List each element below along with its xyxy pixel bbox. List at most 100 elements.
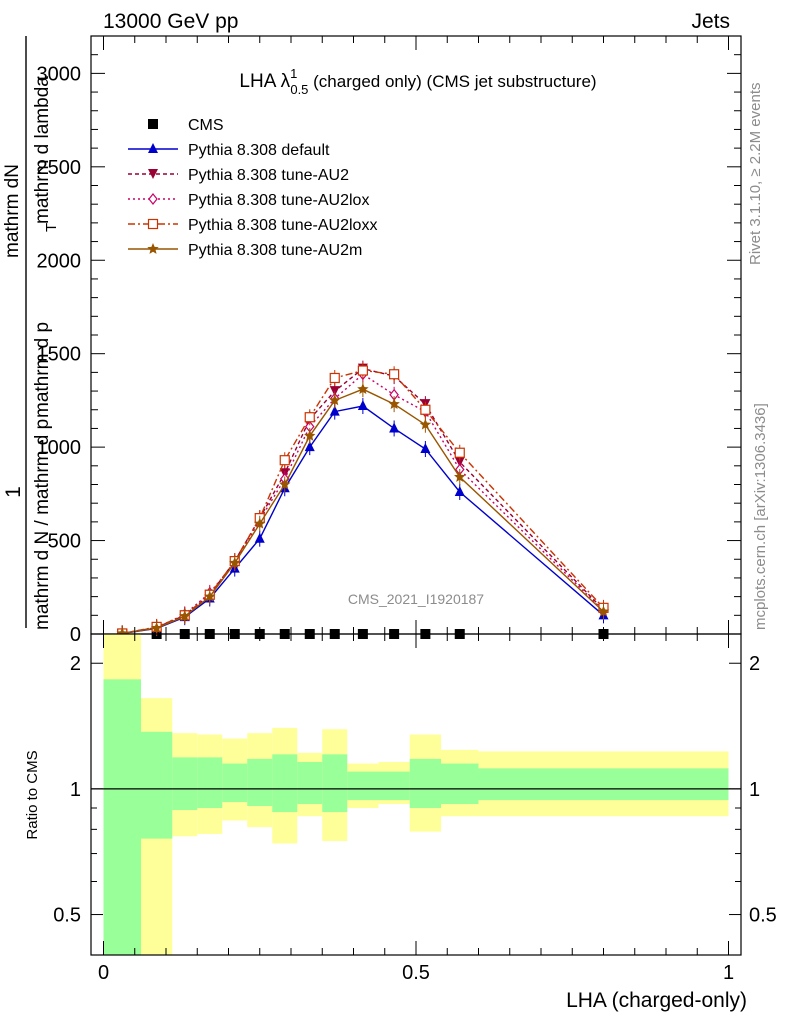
header-right: Jets [691, 10, 730, 33]
legend-label: Pythia 8.308 default [188, 142, 330, 159]
ratio-y-tick-label-right: 1 [749, 779, 760, 801]
main-y-tick-label: 0 [70, 624, 81, 646]
y-label-lambda: mathrm d lambda [32, 76, 53, 224]
legend-marker [148, 193, 158, 205]
watermark: CMS_2021_I1920187 [348, 591, 484, 607]
ratio-band-stat [197, 757, 223, 808]
legend-entry: Pythia 8.308 tune-AU2 [128, 167, 349, 184]
legend-marker [148, 143, 158, 153]
data-point [304, 441, 315, 452]
svg-text:LHA λ10.5 (charged only) (CMS: LHA λ1 0.5 (charged only) (CMS jet substr… [239, 66, 596, 97]
mcplots-note: mcplots.cern.ch [arXiv:1306.3436] [752, 403, 769, 630]
header-left: 13000 GeV pp [103, 10, 238, 33]
data-point [420, 442, 431, 453]
ratio-y-tick-label: 0.5 [53, 905, 81, 927]
legend-label: Pythia 8.308 tune-AU2 [188, 167, 349, 184]
data-point [279, 478, 291, 490]
data-point [420, 404, 431, 415]
ratio-plot-panel: 0.5 0.51 12 20 0.5 1 [53, 36, 777, 984]
title-main: LHA λ [239, 71, 290, 92]
data-point [254, 532, 265, 543]
legend-label: CMS [188, 117, 224, 134]
data-point [304, 429, 316, 441]
legend-marker [148, 119, 158, 129]
data-point [204, 590, 216, 602]
data-point [229, 556, 241, 568]
legend-label: Pythia 8.308 tune-AU2loxx [188, 217, 377, 234]
ratio-band-stat [172, 757, 198, 811]
data-point [150, 622, 163, 633]
legend-marker [148, 169, 158, 179]
y-label-one: 1 [2, 486, 25, 498]
data-point [388, 398, 400, 409]
ratio-band-stat [409, 758, 441, 808]
data-point [179, 610, 191, 622]
data-point [597, 605, 610, 617]
ratio-band-stat [378, 771, 410, 801]
main-y-tick-label: 2000 [37, 250, 82, 272]
data-point [389, 369, 400, 380]
ratio-y-tick-label-right: 2 [749, 653, 760, 675]
main-y-tick-label: 1500 [37, 344, 82, 366]
data-point [419, 418, 432, 430]
x-tick-label: 0.5 [402, 962, 430, 984]
ratio-y-label: Ratio to CMS [24, 750, 41, 839]
ratio-band-stat [441, 763, 479, 805]
ratio-y-tick-label-right: 0.5 [749, 905, 777, 927]
data-point [329, 372, 340, 384]
legend-entry: Pythia 8.308 tune-AU2m [128, 242, 362, 259]
legend-entry: Pythia 8.308 default [128, 142, 330, 159]
ratio-band-stat [247, 758, 273, 806]
rivet-note: Rivet 3.1.10, ≥ 2.2M events [747, 83, 764, 266]
title-rest: (charged only) (CMS jet substructure) [308, 72, 596, 91]
data-point [454, 485, 465, 496]
x-tick-label: 0 [98, 962, 109, 984]
main-y-tick-label: 1000 [37, 437, 82, 459]
y-label-frac1-num: mathrm dN [2, 164, 23, 258]
data-point [357, 383, 369, 395]
ratio-band-stat [297, 761, 323, 805]
legend-entry: Pythia 8.308 tune-AU2loxx [128, 217, 377, 234]
legend-entry: Pythia 8.308 tune-AU2lox [128, 192, 369, 209]
ratio-y-tick-label: 1 [70, 779, 81, 801]
data-point [454, 471, 466, 482]
ratio-y-tick-label: 2 [70, 653, 81, 675]
main-y-label: 1 mathrm d N / mathrm d p mathrm dN math… [2, 36, 60, 630]
data-point [357, 400, 368, 411]
legend-label: Pythia 8.308 tune-AU2lox [188, 192, 369, 209]
series-5 [116, 381, 610, 642]
y-label-frac2-den: T [43, 223, 60, 232]
data-point [454, 447, 465, 458]
data-point [304, 412, 315, 423]
data-point [329, 405, 340, 416]
ratio-band-stat [222, 763, 248, 803]
legend-entry: CMS [148, 117, 224, 134]
data-point [254, 517, 266, 529]
y-label-frac2-num: mathrm d p [32, 322, 53, 418]
title-sup: 1 [290, 66, 297, 81]
main-plot-panel: 0 500 1000 1500 2000 2500 3000 [37, 35, 742, 646]
ratio-band-stat [347, 771, 379, 801]
main-y-tick-label: 3000 [37, 63, 82, 85]
data-point [389, 422, 400, 433]
legend-marker [147, 243, 159, 254]
data-point [279, 455, 290, 466]
series-line [122, 388, 604, 635]
legend: CMS Pythia 8.308 default Pythia 8.308 tune… [128, 117, 377, 259]
plot-title: LHA λ1 0.5 (charged only) (CMS jet substr… [239, 66, 596, 97]
data-point [357, 365, 368, 376]
main-y-tick-label: 2500 [37, 157, 82, 179]
ratio-band-stat [478, 768, 729, 801]
ratio-band-stat [272, 754, 298, 813]
ratio-band-stat [103, 679, 141, 955]
ratio-band-stat [141, 731, 173, 839]
y-label-frac1-den: mathrm d N / mathrm d p [32, 419, 53, 630]
ratio-band-stat [322, 754, 348, 813]
main-y-tick-label: 500 [48, 531, 81, 553]
legend-marker [147, 218, 159, 230]
title-sub: 0.5 [290, 82, 308, 97]
legend-label: Pythia 8.308 tune-AU2m [188, 242, 362, 259]
x-tick-label: 1 [723, 962, 734, 984]
data-point [329, 394, 341, 406]
